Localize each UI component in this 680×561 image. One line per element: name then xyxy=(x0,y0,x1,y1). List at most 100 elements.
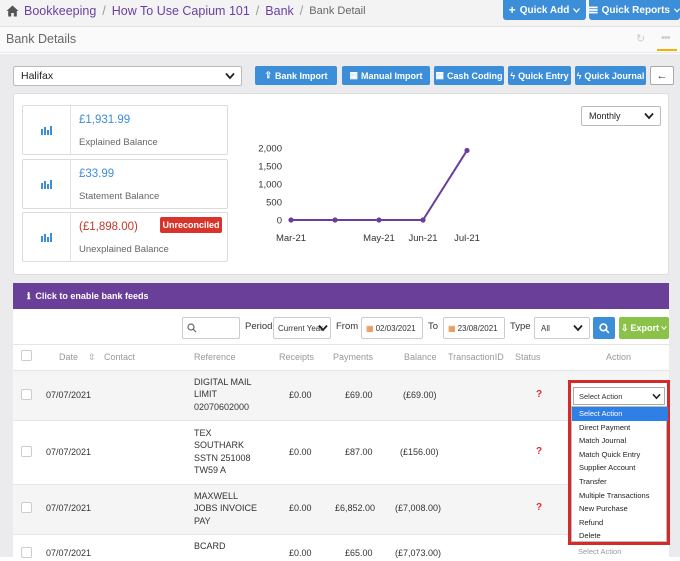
table-icon: ▦ xyxy=(349,70,358,80)
row-checkbox[interactable] xyxy=(21,389,32,400)
bolt-icon: ϟ xyxy=(510,70,516,81)
action-select[interactable]: Select Action xyxy=(578,547,622,556)
breadcrumb-bookkeeping[interactable]: Bookkeeping xyxy=(24,4,97,18)
option-delete[interactable]: Delete xyxy=(579,531,601,541)
table-row[interactable] xyxy=(13,534,669,557)
row-balance: (£156.00) xyxy=(400,447,439,457)
option-new-purchase[interactable]: New Purchase xyxy=(579,504,628,514)
header-receipts: Receipts xyxy=(279,352,315,362)
table-row[interactable] xyxy=(13,420,669,484)
explained-balance-label: Explained Balance xyxy=(79,137,158,148)
manual-import-button[interactable]: ▦ Manual Import xyxy=(342,66,430,85)
action-dropdown-highlight: Select Action Select Action Direct Payme… xyxy=(568,380,670,545)
row-checkbox[interactable] xyxy=(21,547,32,558)
row-date: 07/07/2021 xyxy=(46,447,92,457)
status-unknown-icon[interactable]: ? xyxy=(536,389,543,400)
table-row[interactable] xyxy=(13,370,669,420)
list-icon xyxy=(589,6,598,14)
page-title: Bank Details xyxy=(6,32,77,46)
period-label: Period xyxy=(245,321,273,332)
sort-icon[interactable]: ⇳ xyxy=(88,352,96,362)
header-payments: Payments xyxy=(333,352,374,362)
action-select[interactable]: Select Action xyxy=(573,387,665,405)
row-reference: MAXWELL JOBS INVOICE PAY xyxy=(194,491,258,526)
row-checkbox[interactable] xyxy=(21,502,32,513)
info-icon: ℹ xyxy=(27,291,31,301)
option-select-action[interactable]: Select Action xyxy=(572,407,668,421)
statement-balance-tile: £33.99 Statement Balance xyxy=(22,159,228,209)
header-contact[interactable]: Contact xyxy=(104,352,136,362)
x-tick-label: Jun-21 xyxy=(408,233,437,244)
to-date-input[interactable]: ▦ 23/08/2021 xyxy=(443,317,505,339)
row-reference: BCARD xyxy=(194,541,226,551)
select-all-checkbox[interactable] xyxy=(21,350,32,361)
row-payments: £87.00 xyxy=(345,447,373,457)
back-button[interactable]: ← xyxy=(650,66,674,85)
export-button[interactable]: ⇩ Export xyxy=(619,317,669,339)
chevron-down-icon xyxy=(573,7,581,13)
chevron-down-icon xyxy=(661,326,667,330)
type-select[interactable]: All xyxy=(534,317,590,339)
quick-add-button[interactable]: + Quick Add xyxy=(503,0,586,20)
x-tick-label: Mar-21 xyxy=(276,233,306,244)
breadcrumb: Bookkeeping / How To Use Capium 101 / Ba… xyxy=(6,4,366,18)
option-match-journal[interactable]: Match Journal xyxy=(579,436,627,446)
breadcrumb-separator: / xyxy=(102,4,106,18)
row-balance: (£7,008.00) xyxy=(395,503,442,513)
option-multiple-transactions[interactable]: Multiple Transactions xyxy=(579,490,650,500)
search-input[interactable] xyxy=(182,317,240,339)
y-tick-label: 2,000 xyxy=(258,144,282,155)
row-date: 07/07/2021 xyxy=(46,548,92,558)
header-date[interactable]: Date xyxy=(59,352,79,362)
period-filter-select[interactable]: Current Year xyxy=(273,317,331,339)
quick-reports-button[interactable]: Quick Reports xyxy=(589,0,680,20)
search-icon xyxy=(598,322,609,333)
upload-icon: ⇪ xyxy=(264,70,273,80)
quick-entry-button[interactable]: ϟ Quick Entry xyxy=(508,66,571,85)
bank-select[interactable]: Halifax xyxy=(13,66,242,86)
page-header: Bank Details ↻ ••• xyxy=(0,27,680,53)
from-date-input[interactable]: ▦ 02/03/2021 xyxy=(361,317,423,339)
status-unknown-icon[interactable]: ? xyxy=(536,446,543,457)
header-action: Action xyxy=(606,352,632,362)
quick-journal-button[interactable]: ϟ Quick Journal xyxy=(575,66,646,85)
more-icon[interactable]: ••• xyxy=(661,32,671,44)
table-row[interactable] xyxy=(13,484,669,534)
explained-balance-value: £1,931.99 xyxy=(79,114,131,126)
statement-balance-value: £33.99 xyxy=(79,168,115,180)
data-point xyxy=(332,217,338,223)
bar-chart-icon xyxy=(23,213,71,261)
header-reference: Reference xyxy=(194,352,236,362)
home-icon[interactable] xyxy=(6,5,19,17)
search-button[interactable] xyxy=(593,317,615,339)
option-direct-payment[interactable]: Direct Payment xyxy=(579,422,631,432)
y-tick-label: 1,500 xyxy=(258,162,282,173)
data-point xyxy=(420,217,426,223)
chevron-down-icon xyxy=(644,112,654,120)
chevron-down-icon xyxy=(573,324,583,332)
table-header xyxy=(13,344,669,370)
row-receipts: £0.00 xyxy=(289,447,312,457)
row-receipts: £0.00 xyxy=(289,390,312,400)
bank-feeds-banner[interactable]: ℹ Click to enable bank feeds xyxy=(13,283,669,309)
row-reference: TEX SOUTHARK SSTN 251008 TW59 A xyxy=(194,428,251,476)
chevron-down-icon xyxy=(652,393,661,400)
cash-coding-button[interactable]: ▦ Cash Coding xyxy=(434,66,504,85)
row-checkbox[interactable] xyxy=(21,446,32,457)
breadcrumb-how-to-use[interactable]: How To Use Capium 101 xyxy=(111,4,250,18)
breadcrumb-bank[interactable]: Bank xyxy=(265,4,294,18)
refresh-icon[interactable]: ↻ xyxy=(636,33,646,45)
data-point xyxy=(376,217,382,223)
bank-import-button[interactable]: ⇪ Bank Import xyxy=(255,66,337,85)
period-select[interactable]: Monthly xyxy=(581,106,661,126)
x-tick-label: Jul-21 xyxy=(454,233,480,244)
x-tick-label: May-21 xyxy=(363,233,395,244)
option-transfer[interactable]: Transfer xyxy=(579,477,607,486)
option-refund[interactable]: Refund xyxy=(579,517,604,527)
chevron-down-icon xyxy=(225,72,235,80)
option-match-quick-entry[interactable]: Match Quick Entry xyxy=(579,449,641,459)
status-unknown-icon[interactable]: ? xyxy=(536,502,543,513)
option-supplier-account[interactable]: Supplier Account xyxy=(579,463,636,473)
breadcrumb-separator: / xyxy=(299,4,304,18)
